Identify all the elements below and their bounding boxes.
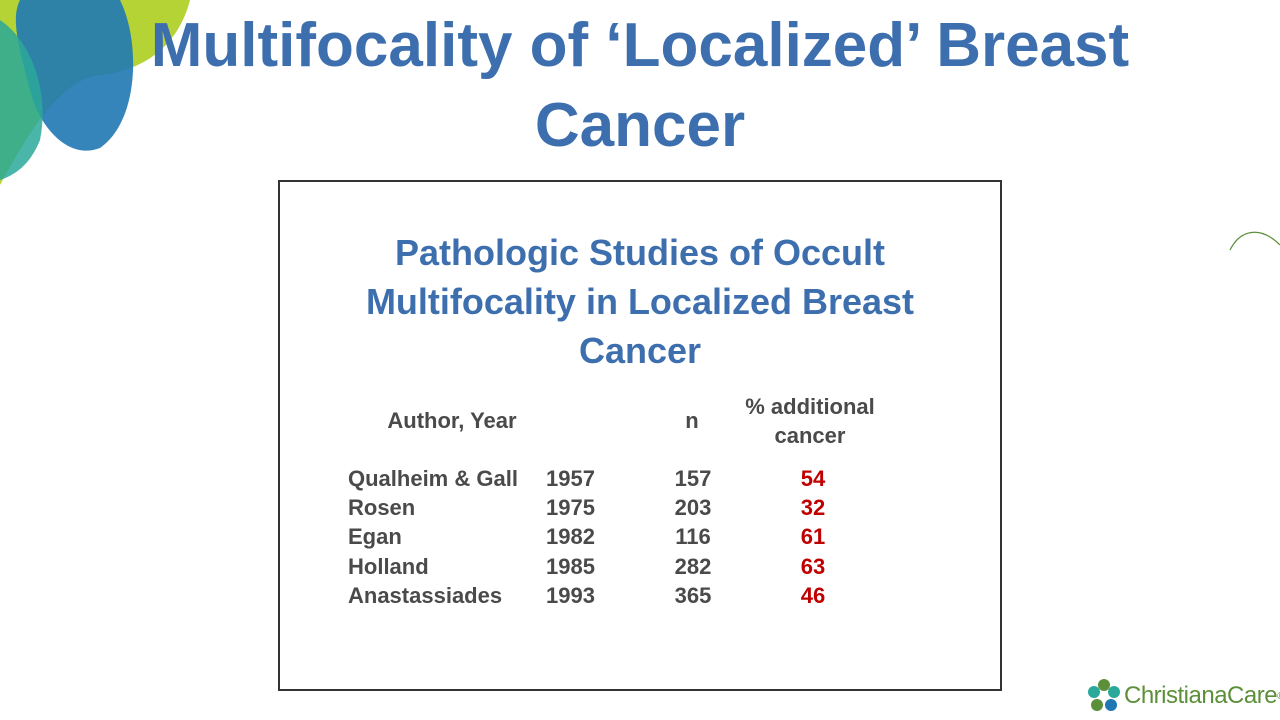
logo: ChristianaCare® [1084,676,1280,716]
logo-name: ChristianaCare [1124,682,1278,709]
blue-shape [15,0,134,151]
column-header: % additional cancer [745,394,875,448]
teal-shape [0,20,43,180]
logo-mark: ® [1277,691,1280,702]
corner-squiggle [1229,231,1280,251]
corner-decoration [0,0,190,185]
percent: 63 [800,553,826,579]
column-header: n [685,408,699,433]
percent: 32 [800,495,826,521]
author: Rosen [348,495,416,521]
percent: 61 [800,524,826,550]
year: 1993 [546,582,595,608]
author: Qualheim & Gall [348,466,518,491]
year: 1957 [546,466,595,491]
n: 157 [674,466,712,491]
slide-title: Multifocality of ‘Localized’ Breast Canc… [150,11,1130,160]
author: Egan [348,524,402,550]
percent: 46 [800,582,826,608]
logo-icon [1088,679,1120,711]
author: Holland [348,553,429,579]
n: 203 [674,495,712,521]
year: 1982 [546,524,595,550]
n: 365 [674,582,712,608]
squiggle [1229,231,1280,251]
year: 1985 [546,553,595,579]
author: Anastassiades [348,582,503,608]
n: 116 [675,524,711,550]
column-header: Author, Year [387,408,517,433]
year: 1975 [546,495,595,521]
percent: 54 [800,466,826,491]
n: 282 [674,553,712,579]
content-box [278,180,1002,691]
box-title: Pathologic Studies of Occult Multifocali… [365,232,915,371]
